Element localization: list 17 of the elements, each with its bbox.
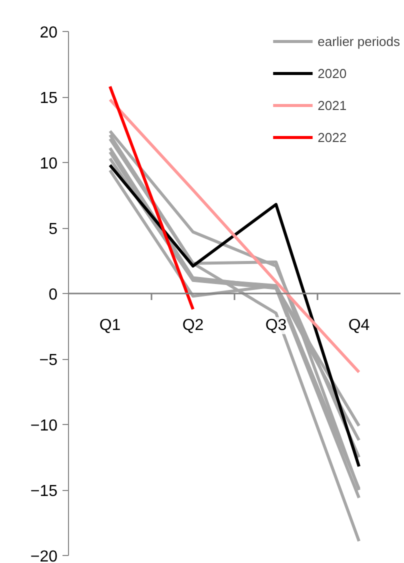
legend-label: 2021 — [318, 98, 347, 112]
legend-label: 2020 — [318, 66, 347, 80]
legend-label: earlier periods — [318, 34, 400, 48]
x-tick-label: Q4 — [348, 317, 370, 334]
y-tick-label: −5 — [39, 352, 58, 369]
legend-label: 2022 — [318, 130, 347, 144]
y-tick-label: 0 — [48, 286, 58, 304]
y-tick-label: −20 — [30, 548, 58, 563]
y-tick-label: −15 — [30, 483, 58, 500]
x-tick-label: Q2 — [182, 317, 204, 334]
x-tick-label: Q1 — [99, 317, 121, 334]
x-tick-label: Q3 — [265, 317, 287, 334]
y-tick-label: 15 — [40, 90, 58, 107]
y-tick-label: 10 — [40, 156, 58, 172]
y-tick-label: 20 — [40, 24, 58, 42]
y-tick-label: 5 — [48, 221, 58, 238]
y-tick-label: −10 — [30, 418, 58, 434]
